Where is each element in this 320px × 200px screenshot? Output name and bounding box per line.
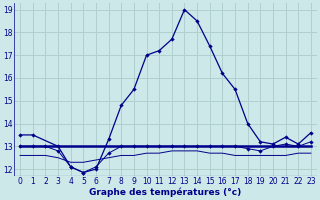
X-axis label: Graphe des températures (°c): Graphe des températures (°c) xyxy=(89,188,242,197)
